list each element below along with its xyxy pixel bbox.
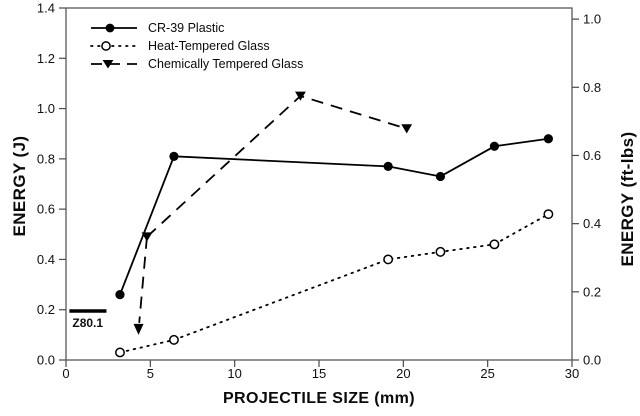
y-tick-label-left: 1.2	[37, 51, 55, 66]
marker-open-circle	[543, 209, 554, 220]
marker-open-circle	[489, 239, 500, 250]
y-tick-label-right: 0.8	[583, 80, 601, 95]
x-tick-label: 10	[227, 366, 241, 381]
series-line-0	[119, 137, 549, 295]
y-tick-label-left: 0.2	[37, 302, 55, 317]
marker-open-circle	[115, 347, 125, 358]
y-tick-label-right: 1.0	[583, 12, 601, 27]
x-tick-label: 0	[62, 366, 69, 381]
legend-label-chemically-tempered-glass: Chemically Tempered Glass	[148, 56, 304, 71]
x-tick-label: 15	[312, 366, 326, 381]
y-tick-label-right: 0.4	[583, 216, 601, 231]
legend-swatch-cr39-plastic-icon	[91, 23, 137, 32]
marker-filled-circle	[543, 134, 553, 144]
legend-item-chemically-tempered-glass: Chemically Tempered Glass	[90, 56, 303, 71]
legend-item-heat-tempered-glass: Heat-Tempered Glass	[90, 38, 303, 53]
marker-filled-triangle-down	[401, 124, 413, 134]
marker-filled-circle	[169, 151, 179, 161]
marker-filled-circle	[489, 141, 500, 151]
marker-filled-circle	[435, 171, 446, 182]
marker-filled-triangle-down	[141, 232, 153, 242]
y-axis-title-left: ENERGY (J)	[10, 135, 29, 237]
x-tick-label: 25	[480, 366, 494, 381]
legend-label-cr39-plastic: CR-39 Plastic	[148, 20, 225, 35]
legend: CR-39 Plastic Heat-Tempered Glass Chemic…	[90, 20, 303, 71]
y-tick-label-left: 1.0	[37, 101, 55, 116]
legend-label-heat-tempered-glass: Heat-Tempered Glass	[148, 38, 270, 53]
series-line-1	[119, 213, 550, 354]
y-tick-label-left: 0.4	[37, 252, 55, 267]
marker-filled-triangle-down	[295, 91, 306, 101]
y-tick-label-left: 0.0	[37, 353, 55, 368]
arrow-shaft	[138, 236, 148, 323]
marker-filled-circle	[115, 290, 125, 300]
y-axis-title-right: ENERGY (ft-lbs)	[618, 131, 637, 267]
x-axis-title: PROJECTILE SIZE (mm)	[222, 390, 416, 407]
legend-swatch-heat-tempered-glass-icon	[90, 40, 138, 51]
down-arrowhead-icon	[133, 323, 144, 335]
y-tick-label-left: 0.8	[37, 151, 55, 166]
y-tick-label-right: 0.2	[583, 284, 601, 299]
y-tick-label-right: 0.0	[583, 353, 601, 368]
legend-item-cr39-plastic: CR-39 Plastic	[90, 20, 303, 35]
legend-swatch-chemically-tempered-glass-icon	[91, 59, 137, 68]
x-tick-label: 5	[147, 366, 154, 381]
series-line-2	[146, 94, 407, 238]
y-tick-label-left: 0.6	[37, 202, 55, 217]
marker-open-circle	[435, 246, 446, 257]
y-tick-label-right: 0.6	[583, 148, 601, 163]
x-tick-label: 30	[565, 366, 579, 381]
marker-open-circle	[168, 334, 179, 345]
threshold-label: Z80.1	[72, 316, 103, 330]
x-tick-label: 20	[396, 366, 410, 381]
marker-filled-circle	[383, 161, 393, 171]
y-tick-label-left: 1.4	[37, 1, 55, 16]
marker-open-circle	[383, 254, 394, 265]
